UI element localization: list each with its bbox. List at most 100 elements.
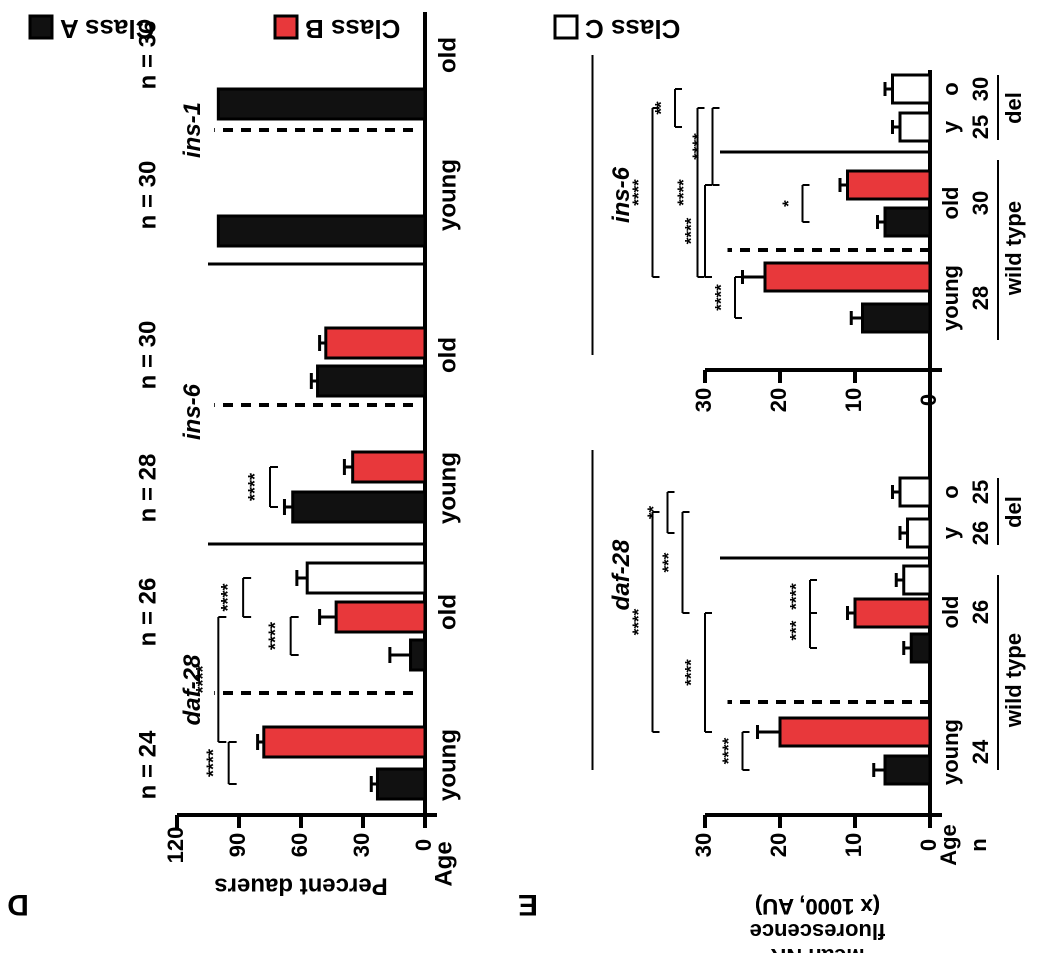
panel-e-genotype-wild-type: wild type [1001, 633, 1026, 728]
panel-e-sig-label: **** [681, 217, 700, 244]
legend-swatch-class-a [28, 14, 54, 40]
panel-e-sig-label: **** [711, 284, 730, 311]
panel-d-n-label: n = 28 [134, 454, 161, 523]
panel-d-bar-ins-6-young-class-b [351, 450, 427, 484]
panel-e-bar-daf-28-young-class-b [778, 716, 932, 748]
panel-e-sig-label: *** [659, 552, 678, 572]
panel-e-sig-label: **** [629, 608, 648, 635]
panel-d-n-label: n = 24 [134, 730, 161, 799]
legend-swatch-class-b [273, 14, 299, 40]
panel-e-n-value: 24 [968, 739, 993, 764]
panel-e-bar-daf-28-young-class-a [883, 754, 932, 786]
panel-d-group-name-ins-1: ins-1 [179, 102, 206, 158]
panel-d-sig-label: **** [218, 583, 238, 611]
panel-d-tick-label: 90 [225, 833, 250, 857]
legend-label-class-c: Class C [585, 14, 681, 44]
panel-d-tick-label: 120 [163, 827, 188, 864]
panel-e-sig-label: **** [629, 179, 648, 206]
panel-d-tick-label: 0 [411, 839, 436, 851]
panel-e-tick-label: 20 [766, 388, 791, 412]
panel-d-bar-ins-6-old-class-b [324, 326, 427, 360]
panel-e-age-o: o [938, 82, 963, 95]
panel-d-bar-daf-28-old-class-c [305, 561, 427, 595]
panel-d-age-young: young [434, 729, 461, 801]
panel-e-n-value: 25 [968, 480, 993, 504]
panel-d-bar-daf-28-old-class-a [409, 638, 427, 672]
panel-d-group-name-daf-28: daf-28 [179, 654, 206, 725]
panel-d-bar-daf-28-old-class-b [334, 600, 427, 634]
panel-e-letter: E [518, 888, 538, 921]
panel-e-tick-label: 10 [841, 833, 866, 857]
panel-e-tick-label: 30 [691, 388, 716, 412]
panel-e-tick-label: 20 [766, 833, 791, 857]
panel-e-tick-label: 0 [916, 839, 941, 851]
panel-d-sig-label: **** [193, 665, 213, 693]
panel-d-n-label: n = 30 [134, 161, 161, 230]
panel-d-group-name-ins-6: ins-6 [179, 383, 206, 440]
panel-e-sig-label: ** [651, 101, 670, 115]
panel-d-n-label: n = 30 [134, 321, 161, 390]
panel-e-n-value: 28 [968, 286, 993, 310]
panel-d-age-label: Age [430, 841, 457, 886]
panel-d-axis-title: Percent dauers [214, 873, 387, 900]
panel-e-age-y: y [938, 120, 963, 133]
panel-e-age-y: y [938, 526, 963, 539]
panel-e-axis-title: (x 1000, AU) [755, 894, 880, 919]
panel-e-age-old: old [938, 596, 963, 629]
panel-d-age-old: old [434, 337, 461, 373]
panel-d-sig-label: **** [203, 749, 223, 777]
panel-e-sig-label: *** [786, 620, 805, 640]
panel-e-bar-daf-28-old-class-a [909, 632, 932, 664]
panel-e-sig-label: * [779, 200, 798, 207]
panel-d-sig-label: **** [245, 473, 265, 501]
panel-e-genotype-wild-type: wild type [1001, 201, 1026, 296]
panel-d-n-label: n = 36 [134, 21, 161, 90]
panel-e-n-value: 30 [968, 191, 993, 215]
panel-e-group-name-daf-28: daf-28 [608, 539, 635, 610]
panel-e-n-value: 26 [968, 600, 993, 624]
panel-e-bar-daf-28-old-class-b [853, 597, 932, 629]
panel-e-age-o: o [938, 485, 963, 498]
panel-e-sig-label: **** [674, 179, 693, 206]
legend-label-class-a: Class A [60, 14, 155, 44]
panel-e-bar-ins-6-old-class-a [883, 206, 932, 238]
legend-swatch-class-c [553, 14, 579, 40]
panel-e-bar-ins-6-young-class-a [861, 302, 932, 334]
panel-e-n-value: 25 [968, 115, 993, 139]
panel-d-age-old: old [434, 594, 461, 630]
figure-rotated-group: Class A Class B Class C D E 0 30 60 90 120 Percent… [7, 12, 1026, 958]
panel-d-sig-label: **** [265, 622, 285, 650]
panel-e-n-axis-label: n [966, 838, 991, 851]
panel-d-tick-label: 30 [349, 833, 374, 857]
panel-e-bar-daf-28-del-o [898, 476, 932, 508]
panel-d-bar-ins-1-young-class-a [216, 214, 427, 248]
panel-e-bar-ins-6-old-class-b [846, 169, 932, 201]
panel-e-bar-ins-6-young-class-b [763, 261, 932, 293]
panel-d-bar-daf-28-young-class-b [262, 725, 427, 759]
panel-e-age-young: young [938, 719, 963, 785]
panel-e-tick-label: 0 [916, 394, 941, 406]
panel-e-age-label: Age [936, 824, 961, 866]
panel-d-tick-label: 60 [287, 833, 312, 857]
panel-d-bar-daf-28-young-class-a [375, 767, 427, 801]
panel-d-bar-ins-1-old-class-a [216, 87, 427, 121]
panel-e-axis-title-line-3: (x 1000, AU) [755, 894, 880, 919]
panel-e-sig-label: **** [681, 659, 700, 686]
panel-e-group-name-ins-6: ins-6 [608, 166, 635, 223]
panel-d-bar-ins-6-young-class-a [291, 490, 427, 524]
panel-d-age-young: young [434, 159, 461, 231]
panel-e-tick-label: 10 [841, 388, 866, 412]
panel-e-axis-title: fluorescence [750, 919, 886, 944]
panel-e-bar-ins-6-del-y [898, 111, 932, 143]
panel-e-sig-label: **** [719, 737, 738, 764]
panel-e-sig-label: **** [786, 583, 805, 610]
panel-e-tick-label: 30 [691, 833, 716, 857]
panel-e-age-old: old [938, 187, 963, 220]
panel-d-age-old: old [434, 37, 461, 73]
panel-e-genotype-del: del [1001, 92, 1026, 124]
panel-d-age-young: young [434, 452, 461, 524]
panel-d-bar-ins-6-old-class-a [316, 364, 427, 398]
panel-d-letter: D [7, 888, 29, 921]
